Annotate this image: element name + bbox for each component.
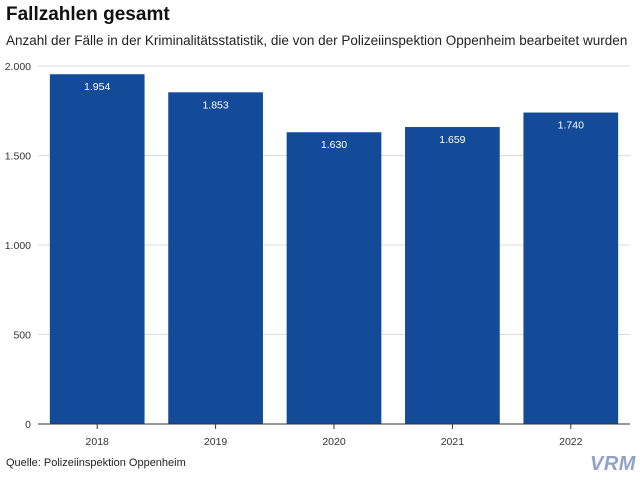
bars: [49, 74, 619, 425]
chart-subtitle: Anzahl der Fälle in der Kriminalitätssta…: [6, 33, 628, 48]
x-tick-label: 2018: [86, 436, 110, 448]
data-label: 1.853: [202, 99, 228, 111]
y-tick-label: 2.000: [5, 61, 31, 73]
data-label: 1.659: [439, 134, 465, 146]
vrm-logo: VRM: [590, 453, 636, 475]
data-label: 1.740: [558, 120, 584, 132]
data-label: 1.630: [321, 139, 347, 151]
source-note: Quelle: Polizeiinspektion Oppenheim: [6, 457, 186, 469]
x-tick-label: 2020: [322, 436, 346, 448]
bar-2019: [168, 92, 263, 425]
y-tick-label: 1.500: [5, 151, 31, 163]
y-tick-label: 1.000: [5, 240, 31, 252]
data-label: 1.954: [84, 81, 110, 93]
x-axis-ticks: 2018 2019 2020 2021 2022: [86, 424, 583, 448]
bar-2018: [49, 74, 145, 424]
y-tick-label: 0: [25, 419, 31, 431]
x-tick-label: 2019: [204, 436, 228, 448]
bar-2022: [523, 112, 619, 424]
chart-title: Fallzahlen gesamt: [6, 4, 170, 25]
x-tick-label: 2022: [559, 436, 583, 448]
y-axis-ticks: 0 500 1.000 1.500 2.000: [5, 61, 31, 431]
data-labels: 1.954 1.853 1.630 1.659 1.740: [84, 81, 584, 151]
bar-2020: [286, 132, 382, 425]
y-tick-label: 500: [13, 330, 31, 342]
bar-2021: [405, 127, 500, 424]
x-tick-label: 2021: [441, 436, 465, 448]
